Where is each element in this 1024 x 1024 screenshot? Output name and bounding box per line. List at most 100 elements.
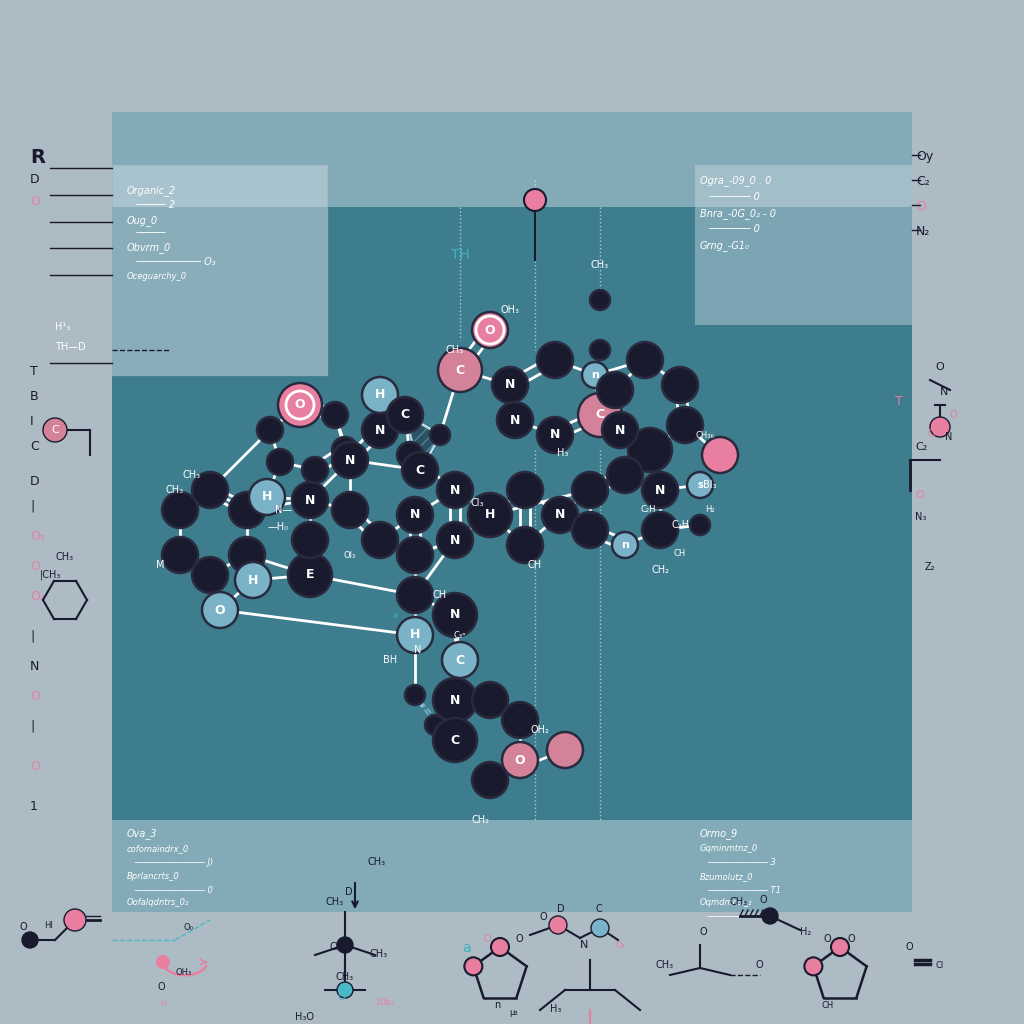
Text: D: D xyxy=(557,904,564,914)
FancyBboxPatch shape xyxy=(112,165,327,375)
Text: CH₃: CH₃ xyxy=(335,972,353,982)
Circle shape xyxy=(549,916,567,934)
Circle shape xyxy=(597,372,633,408)
Circle shape xyxy=(397,577,433,613)
Circle shape xyxy=(229,492,265,528)
Text: I: I xyxy=(30,415,34,428)
Circle shape xyxy=(402,452,438,488)
Circle shape xyxy=(612,532,638,558)
Circle shape xyxy=(288,553,332,597)
Circle shape xyxy=(156,955,170,969)
Text: O: O xyxy=(915,490,924,500)
Text: s: s xyxy=(697,480,702,490)
Text: O: O xyxy=(848,934,856,944)
Circle shape xyxy=(537,417,573,453)
Text: N: N xyxy=(580,940,589,950)
Text: O: O xyxy=(540,912,548,922)
Circle shape xyxy=(642,512,678,548)
Text: D: D xyxy=(345,887,352,897)
Text: HI: HI xyxy=(44,921,53,930)
Circle shape xyxy=(667,407,703,443)
Text: H₃O: H₃O xyxy=(295,1012,314,1022)
Circle shape xyxy=(397,537,433,573)
Circle shape xyxy=(607,457,643,493)
Circle shape xyxy=(472,682,508,718)
Circle shape xyxy=(805,957,822,975)
Text: N: N xyxy=(450,608,460,622)
Circle shape xyxy=(762,908,778,924)
Text: TH: TH xyxy=(451,248,469,262)
Text: C₂H: C₂H xyxy=(671,520,689,530)
Text: O: O xyxy=(20,922,28,932)
Text: CH₃₆: CH₃₆ xyxy=(695,430,715,439)
Circle shape xyxy=(292,522,328,558)
Text: H: H xyxy=(262,490,272,504)
Circle shape xyxy=(425,715,445,735)
Text: |: | xyxy=(30,720,34,733)
Text: O: O xyxy=(755,961,763,970)
Text: T: T xyxy=(895,395,903,408)
Circle shape xyxy=(492,367,528,403)
Text: Ormo_9: Ormo_9 xyxy=(700,828,738,839)
Text: n: n xyxy=(591,370,599,380)
Text: C: C xyxy=(400,409,410,422)
Circle shape xyxy=(302,457,328,483)
Text: O₃: O₃ xyxy=(30,590,45,603)
Text: N: N xyxy=(305,494,315,507)
Text: ───── 2: ───── 2 xyxy=(127,200,175,210)
Text: 10b₃: 10b₃ xyxy=(375,998,394,1007)
Circle shape xyxy=(332,437,358,463)
Text: CH₃: CH₃ xyxy=(655,961,673,970)
Circle shape xyxy=(524,189,546,211)
Text: N: N xyxy=(555,509,565,521)
Circle shape xyxy=(497,402,534,438)
Circle shape xyxy=(397,617,433,653)
Text: O: O xyxy=(30,560,40,573)
Text: N: N xyxy=(375,424,385,436)
Circle shape xyxy=(267,449,293,475)
Text: C: C xyxy=(30,440,39,453)
Circle shape xyxy=(322,402,348,428)
Text: B: B xyxy=(30,390,39,403)
Circle shape xyxy=(234,562,271,598)
Text: Bzumolutz_0: Bzumolutz_0 xyxy=(700,872,754,881)
Circle shape xyxy=(642,472,678,508)
Circle shape xyxy=(202,592,238,628)
Text: Ol₃: Ol₃ xyxy=(344,551,356,559)
Text: Gqminmtnz_0: Gqminmtnz_0 xyxy=(700,844,758,853)
Circle shape xyxy=(464,957,482,975)
Text: C: C xyxy=(416,464,425,476)
Circle shape xyxy=(582,362,608,388)
Circle shape xyxy=(437,522,473,558)
Circle shape xyxy=(43,418,67,442)
Text: CH: CH xyxy=(822,1001,835,1010)
Text: O₀: O₀ xyxy=(183,923,193,932)
Text: H: H xyxy=(248,573,258,587)
Circle shape xyxy=(690,515,710,535)
Text: Bprlancrts_0: Bprlancrts_0 xyxy=(127,872,180,881)
Text: N: N xyxy=(345,454,355,467)
Text: Bnra_-0G_0₂ - 0: Bnra_-0G_0₂ - 0 xyxy=(700,208,776,219)
Text: OH₃: OH₃ xyxy=(501,305,519,315)
Text: C₂: C₂ xyxy=(916,175,930,188)
FancyBboxPatch shape xyxy=(112,820,912,912)
Text: CH₃: CH₃ xyxy=(183,470,201,480)
Text: D: D xyxy=(30,173,40,186)
Text: ─────── 0: ─────── 0 xyxy=(700,193,760,202)
Text: H₃: H₃ xyxy=(550,1004,561,1014)
Text: C: C xyxy=(451,733,460,746)
Text: |: | xyxy=(30,630,34,643)
Text: r₄: r₄ xyxy=(160,999,167,1008)
Text: ──────────── (): ──────────── () xyxy=(700,912,777,921)
Circle shape xyxy=(628,428,672,472)
Text: —H₀: —H₀ xyxy=(267,522,289,532)
FancyBboxPatch shape xyxy=(112,112,912,912)
Text: a: a xyxy=(392,610,397,620)
Circle shape xyxy=(438,348,482,392)
Text: Organic_2: Organic_2 xyxy=(127,185,176,196)
Circle shape xyxy=(406,685,425,705)
Text: H¹₃: H¹₃ xyxy=(55,322,71,332)
Circle shape xyxy=(930,417,950,437)
Text: O: O xyxy=(30,690,40,703)
Text: N: N xyxy=(945,432,952,442)
